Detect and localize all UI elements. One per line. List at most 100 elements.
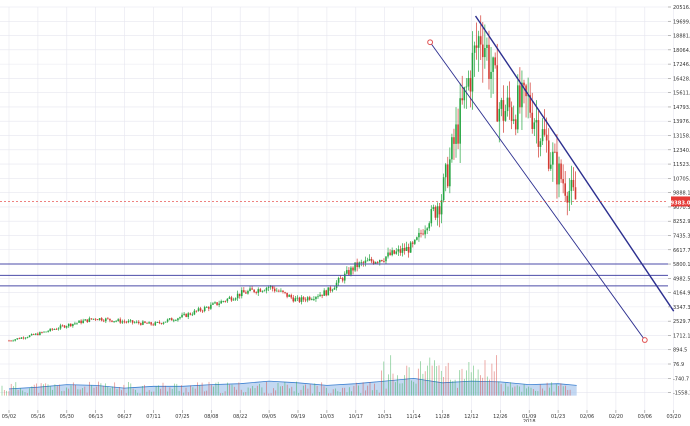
candle-body: [395, 251, 398, 254]
candle-body: [220, 301, 222, 304]
candle-body: [306, 297, 309, 301]
candle-body: [82, 320, 84, 324]
candle-body: [78, 320, 80, 323]
candle-body: [96, 319, 99, 321]
candle-body: [372, 261, 375, 264]
candle-body: [523, 82, 525, 86]
candle-body: [341, 278, 344, 281]
candle-body: [284, 291, 286, 293]
candle-body: [14, 339, 16, 341]
candle-body: [201, 310, 204, 312]
candle-body: [107, 318, 109, 320]
candle-body: [24, 337, 27, 339]
candle-body: [308, 297, 311, 300]
candle-body: [162, 322, 165, 324]
candle-body: [545, 134, 548, 141]
candle-body: [428, 223, 431, 229]
y-tick-label: 4982.5: [673, 276, 690, 282]
candle-body: [473, 45, 476, 53]
candle-body: [512, 119, 515, 121]
candle-body: [70, 323, 72, 327]
candle-body: [549, 164, 552, 169]
candle-body: [346, 270, 348, 274]
y-tick-label: 15611.3: [673, 91, 690, 97]
candle-body: [317, 296, 319, 298]
candle-body: [300, 297, 303, 302]
candle-body: [158, 322, 161, 324]
trend-lines[interactable]: [427, 15, 675, 343]
candle-body: [249, 288, 251, 291]
candle-body: [191, 314, 194, 316]
y-tick-label: 13976.1: [673, 119, 690, 125]
candle-body: [111, 320, 113, 322]
candle-body: [313, 299, 315, 300]
y-tick-label: -740.7: [673, 376, 689, 382]
candle-body: [175, 320, 177, 322]
candle-body: [449, 159, 451, 187]
y-tick-label: 17246.5: [673, 62, 690, 68]
candle-body: [409, 242, 412, 253]
y-tick-label: 7435.3: [673, 233, 690, 239]
candle-body: [350, 267, 352, 275]
candle-body: [8, 340, 10, 342]
candle-body: [135, 321, 138, 323]
y-tick-label: 19699.7: [673, 19, 690, 25]
candle-body: [133, 322, 136, 324]
x-tick-label: 10/17: [349, 414, 363, 420]
candle-body: [296, 297, 299, 299]
candle-body: [362, 262, 365, 264]
candle-body: [311, 299, 313, 300]
x-tick-label: 12/12: [464, 414, 478, 420]
candle-body: [67, 323, 70, 327]
candle-body: [22, 337, 25, 339]
candle-body: [183, 313, 185, 315]
candle-body: [205, 307, 208, 308]
y-tick-label: 8252.9: [673, 219, 690, 225]
candle-body: [109, 318, 111, 321]
candle-body: [547, 140, 550, 169]
x-tick-label: 06/27: [117, 414, 131, 420]
candle-body: [98, 318, 101, 320]
candle-body: [154, 322, 157, 326]
candle-body: [556, 151, 558, 185]
candle-body: [405, 246, 408, 251]
candle-body: [61, 325, 64, 327]
candle-body: [385, 256, 387, 262]
candle-body: [558, 163, 560, 185]
candle-body: [189, 313, 192, 315]
candle-body: [416, 237, 418, 240]
candle-body: [496, 65, 499, 122]
candle-body: [26, 337, 29, 338]
candle-body: [224, 301, 227, 302]
y-tick-label: 9070.5: [673, 205, 690, 211]
candle-body: [459, 98, 461, 144]
candle-body: [574, 187, 577, 200]
candle-body: [552, 151, 554, 165]
candle-body: [166, 319, 169, 322]
candle-body: [570, 179, 573, 191]
candle-body: [492, 57, 494, 72]
anchor-marker-end[interactable]: [641, 337, 648, 343]
candle-body: [30, 334, 33, 336]
candle-body: [20, 337, 23, 339]
upper-channel-line[interactable]: [474, 15, 675, 312]
candle-body: [88, 318, 91, 322]
candle-body: [230, 297, 233, 301]
candle-body: [282, 290, 284, 292]
candle-body: [121, 321, 124, 323]
y-tick-label: 11523.3: [673, 162, 690, 168]
candle-body: [119, 319, 122, 323]
lower-channel-line[interactable]: [429, 41, 646, 341]
candle-body: [55, 329, 58, 330]
candle-body: [517, 85, 519, 130]
candle-body: [144, 321, 146, 323]
x-tick-label: 05/16: [31, 414, 45, 420]
candle-body: [255, 292, 257, 293]
candle-body: [170, 318, 173, 321]
x-tick-label: 06/13: [88, 414, 102, 420]
candle-body: [302, 297, 305, 300]
anchor-marker-start[interactable]: [427, 39, 434, 46]
candle-body: [51, 328, 54, 330]
x-tick-label: 05/30: [60, 414, 74, 420]
